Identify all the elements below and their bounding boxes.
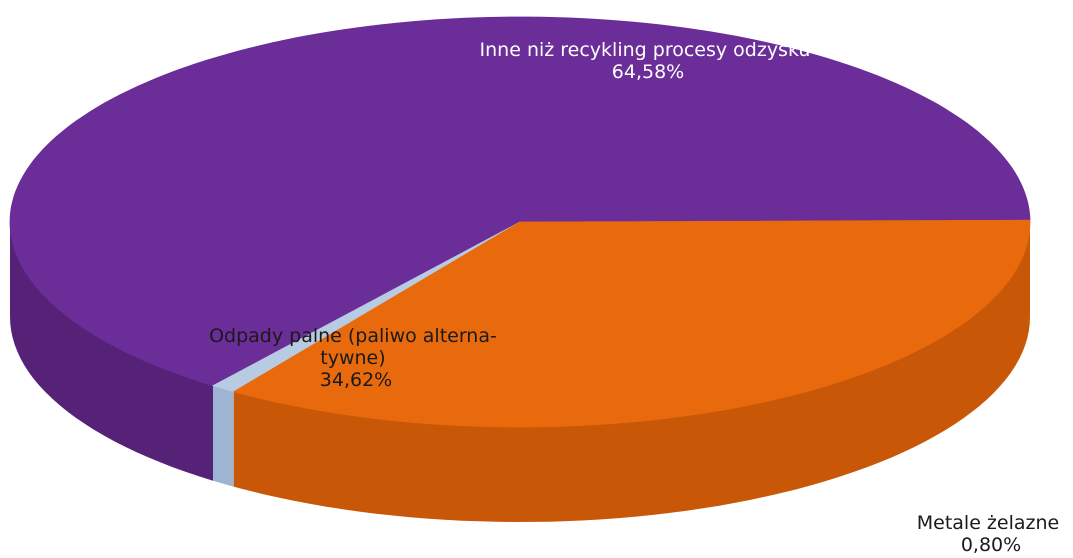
slice-label-inne: Inne niż recykling procesy odzysku 64,58… (480, 39, 817, 83)
slice-value-odpady: 34,62% (320, 369, 392, 391)
pie-slice-2 (232, 219, 1031, 428)
slice-value-inne: 64,58% (612, 61, 684, 83)
slice-label-odpady-line1: Odpady palne (paliwo alterna- (209, 325, 497, 347)
slice-label-odpady-line2: tywne) (320, 347, 385, 369)
pie-slice-0 (9, 16, 1031, 387)
slice-value-metale: 0,80% (961, 534, 1021, 556)
slice-label-metale: Metale żelazne 0,80% (917, 512, 1066, 556)
pie-side-0-0 (10, 222, 213, 481)
slice-label-inne-line1: Inne niż recykling procesy odzysku (480, 39, 811, 61)
slice-label-odpady: Odpady palne (paliwo alterna- tywne) 34,… (209, 325, 503, 391)
slice-label-metale-line1: Metale żelazne (917, 512, 1059, 534)
pie-side-2-0 (233, 222, 1031, 522)
pie-tops (9, 16, 1031, 428)
pie-sides (10, 222, 1031, 522)
pie-side-1-0 (213, 385, 234, 487)
